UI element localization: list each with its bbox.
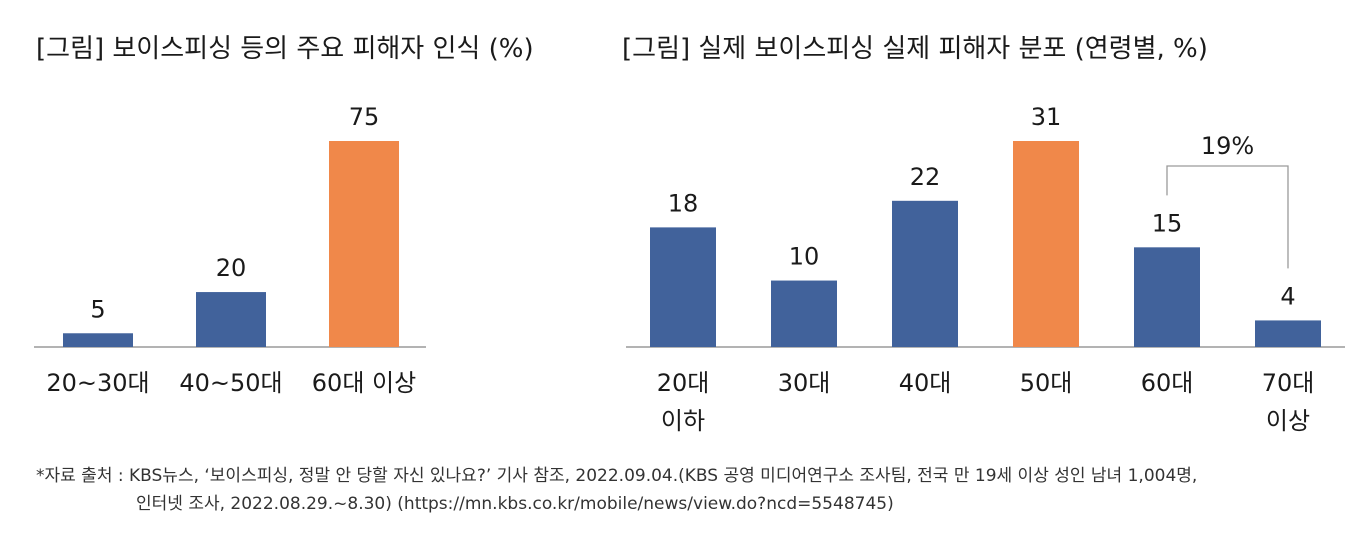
bar-3: [1013, 141, 1079, 347]
data-label-1: 20: [216, 254, 247, 282]
bar-2: [329, 141, 399, 347]
data-label-3: 31: [1031, 103, 1062, 131]
data-label-2: 75: [349, 103, 380, 131]
data-label-0: 5: [90, 295, 105, 323]
data-label-0: 18: [668, 189, 699, 217]
category-label-0-0: 20대: [657, 369, 710, 397]
category-label-2: 40대: [899, 369, 952, 397]
category-label-0-1: 이하: [661, 407, 705, 435]
bar-1: [196, 292, 266, 347]
source-note: *자료 출처 : KBS뉴스, ‘보이스피싱, 정말 안 당할 자신 있나요?’…: [36, 462, 1197, 518]
category-label-1: 40~50대: [179, 369, 282, 397]
category-label-3: 50대: [1020, 369, 1073, 397]
chart-title-perception: [그림] 보이스피싱 등의 주요 피해자 인식 (%): [36, 34, 534, 64]
category-label-2: 60대 이상: [312, 369, 416, 397]
source-note-line-1: *자료 출처 : KBS뉴스, ‘보이스피싱, 정말 안 당할 자신 있나요?’…: [36, 466, 1198, 486]
category-label-4: 60대: [1141, 369, 1194, 397]
chart-title-actual-distribution: [그림] 실제 보이스피싱 실제 피해자 분포 (연령별, %): [622, 34, 1208, 64]
bar-5: [1255, 320, 1321, 347]
bar-1: [771, 280, 837, 347]
bar-4: [1134, 247, 1200, 347]
category-label-1: 30대: [778, 369, 831, 397]
source-note-line-2: 인터넷 조사, 2022.08.29.~8.30) (https://mn.kb…: [136, 494, 894, 514]
annotation-bracket: [1166, 165, 1289, 269]
data-label-5: 4: [1280, 282, 1295, 310]
bar-2: [892, 200, 958, 347]
data-label-1: 10: [789, 243, 820, 271]
bar-0: [650, 227, 716, 347]
bar-0: [63, 333, 133, 347]
category-label-5-1: 이상: [1266, 407, 1310, 435]
data-label-4: 15: [1152, 209, 1183, 237]
category-label-5-0: 70대: [1262, 369, 1315, 397]
annotation-label: 19%: [1201, 132, 1254, 160]
data-label-2: 22: [910, 163, 941, 191]
category-label-0: 20~30대: [46, 369, 149, 397]
